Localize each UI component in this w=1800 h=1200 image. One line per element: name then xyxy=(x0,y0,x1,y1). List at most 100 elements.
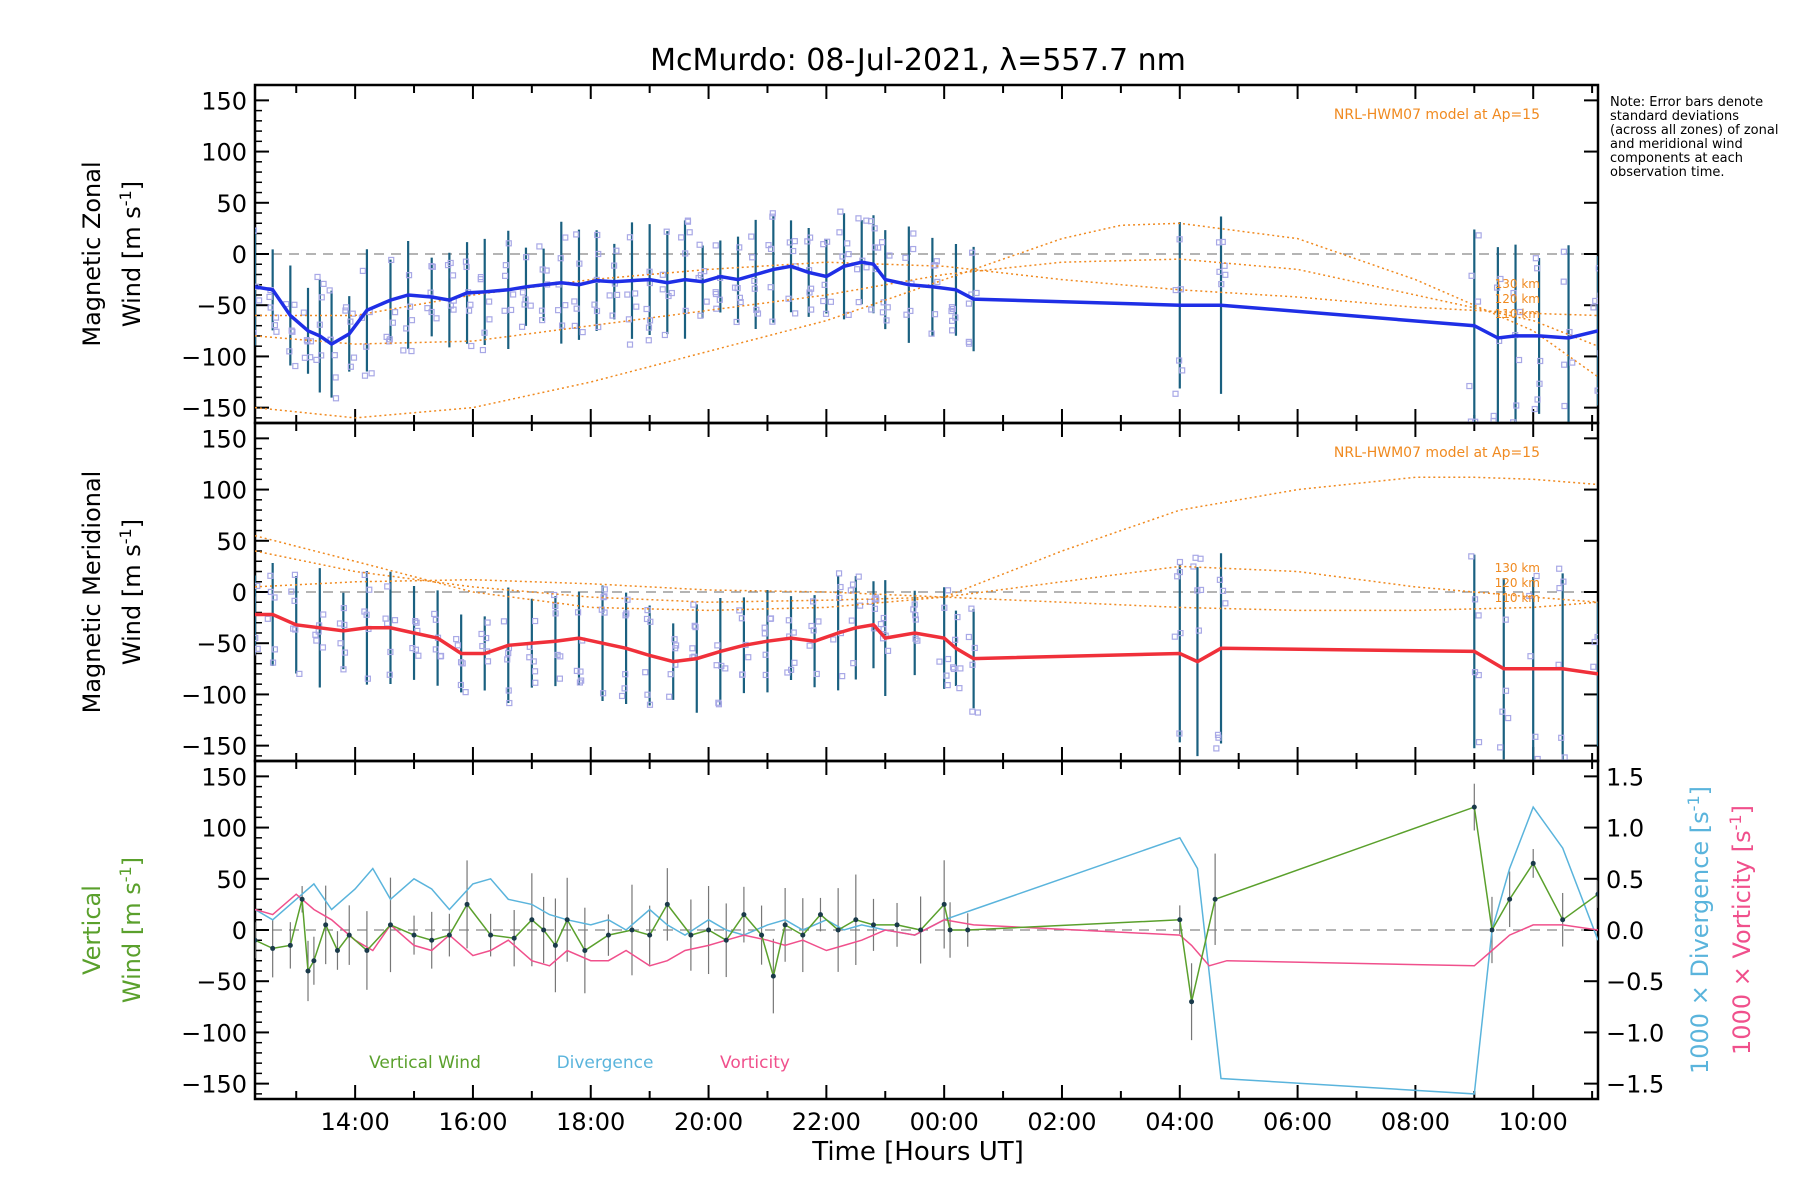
zone-point xyxy=(484,619,491,626)
zone-point xyxy=(1497,426,1502,431)
vertical-wind-point xyxy=(429,937,435,943)
vertical-wind-point xyxy=(552,942,558,948)
zone-point xyxy=(320,280,327,287)
zone-point xyxy=(518,323,526,330)
zone-point xyxy=(255,634,259,642)
zone-point xyxy=(738,615,745,622)
y-tick-label: 50 xyxy=(216,528,247,556)
zone-point xyxy=(618,692,626,700)
zone-point xyxy=(1502,616,1509,623)
vertical-wind-point xyxy=(1189,999,1195,1005)
zone-point xyxy=(477,273,485,281)
zone-point xyxy=(844,240,851,247)
vertical-wind-point xyxy=(664,901,670,907)
zone-point xyxy=(952,636,959,643)
zone-point xyxy=(944,682,951,689)
zone-point xyxy=(761,630,768,637)
vertical-wind-point xyxy=(1177,917,1183,923)
zone-point xyxy=(507,306,515,314)
zone-point xyxy=(454,642,461,649)
x-tick-label: 16:00 xyxy=(438,1108,507,1136)
vertical-wind-point xyxy=(364,947,370,953)
zone-point xyxy=(409,645,416,652)
zone-point xyxy=(462,689,469,696)
zone-point xyxy=(502,262,509,269)
zone-point xyxy=(691,622,698,629)
vertical-wind-point xyxy=(1560,917,1566,923)
vertical-wind-point xyxy=(346,932,352,938)
zone-point xyxy=(609,312,616,319)
vertical-wind-point xyxy=(800,932,806,938)
zone-point xyxy=(433,315,440,322)
zone-point xyxy=(767,284,774,291)
zone-point xyxy=(610,262,618,269)
zone-point xyxy=(1221,262,1228,269)
zone-point xyxy=(884,647,892,654)
zone-point xyxy=(941,604,948,611)
zone-point xyxy=(1566,328,1573,336)
zone-point xyxy=(733,318,740,326)
zone-point xyxy=(624,291,631,298)
vertical-wind-point xyxy=(741,912,747,918)
zone-point xyxy=(878,239,886,246)
zone-point xyxy=(271,594,278,601)
zone-point xyxy=(1561,402,1568,410)
zone-point xyxy=(332,374,339,381)
zone-point xyxy=(349,310,356,317)
vertical-wind-point xyxy=(647,932,653,938)
zone-point xyxy=(331,352,338,359)
y-axis-label-line2: Wind [m s-1] xyxy=(116,519,146,665)
zone-point xyxy=(810,627,817,634)
zone-point xyxy=(523,254,530,261)
zone-point xyxy=(931,311,939,318)
model-curve xyxy=(255,261,1598,317)
zone-point xyxy=(428,263,435,270)
zone-point xyxy=(792,310,799,317)
y2-tick-label: 0.0 xyxy=(1606,917,1644,945)
zone-point xyxy=(956,685,963,692)
zone-point xyxy=(562,302,569,309)
zone-point xyxy=(879,309,886,316)
zone-point xyxy=(479,642,486,650)
zone-point xyxy=(249,619,254,624)
zone-point xyxy=(850,660,857,667)
zone-point xyxy=(386,336,393,343)
zone-point xyxy=(536,243,543,250)
y-tick-label: 0 xyxy=(232,241,247,269)
zone-point xyxy=(1213,745,1220,752)
zone-point xyxy=(318,352,325,359)
zone-point xyxy=(944,655,952,663)
zone-point xyxy=(690,601,697,608)
zone-point xyxy=(457,659,465,666)
zone-point xyxy=(1536,380,1543,387)
x-tick-label: 14:00 xyxy=(321,1108,390,1136)
zone-point xyxy=(408,317,416,324)
zone-point xyxy=(645,337,652,344)
x-axis: 14:00 16:00 18:00 20:00 22:00 00:00 02:00 04:00… xyxy=(321,1108,1568,1136)
zone-point xyxy=(573,231,580,238)
zone-point xyxy=(1532,733,1539,740)
zone-point xyxy=(291,571,299,578)
zone-point xyxy=(973,289,980,297)
zone-point xyxy=(849,581,857,588)
model-altitude-label: 120 km xyxy=(1495,576,1540,590)
zone-point xyxy=(871,605,879,612)
zone-point xyxy=(606,292,613,299)
zone-point xyxy=(432,616,439,623)
zone-point xyxy=(313,356,320,363)
y-tick-label: 150 xyxy=(201,763,247,791)
y2-tick-label: 0.5 xyxy=(1606,866,1644,894)
zone-point xyxy=(255,227,258,234)
zone-point xyxy=(1599,740,1604,745)
zone-point xyxy=(432,646,439,653)
vertical-wind-panel: 150 100 50 0 −50 −100 −150 Vertical Wind [m s-1]… xyxy=(78,759,1756,1101)
zone-point xyxy=(791,238,798,245)
zone-point xyxy=(884,304,891,311)
zone-point xyxy=(845,250,852,258)
zone-point xyxy=(316,321,323,328)
zone-point xyxy=(578,677,585,684)
zone-point xyxy=(449,272,457,279)
zone-point xyxy=(1215,239,1223,246)
zone-point xyxy=(830,636,837,643)
